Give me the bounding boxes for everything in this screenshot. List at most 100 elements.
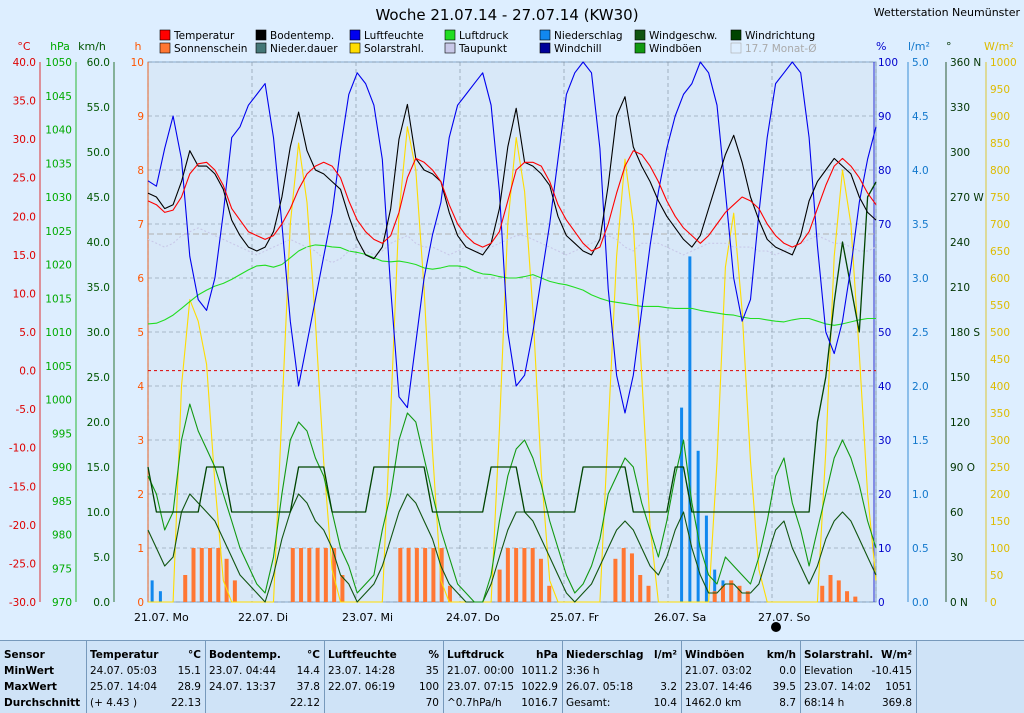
axis-tick-hpa: 1015 [45, 293, 72, 305]
axis-unit-wm2: W/m² [984, 40, 1014, 53]
stats-windboeen-min_v: 0.0 [779, 665, 796, 677]
axis-tick-kmh: 60.0 [87, 57, 110, 69]
axis-tick-deg: 210 [950, 282, 970, 294]
stats-luftdruck-min_v: 1011.2 [521, 665, 558, 677]
stats-bodentemp-unit: °C [307, 649, 320, 661]
legend-label-12: Windrichtung [745, 30, 815, 42]
bar-sonnenschein [216, 548, 221, 602]
series-line-windrichtung [147, 181, 877, 513]
bar-sonnenschein [538, 558, 543, 602]
axis-tick-deg: 60 [950, 507, 963, 519]
stats-solar-max_v: 1051 [885, 681, 912, 693]
stats-temperatur-max_t: 25.07. 14:04 [90, 681, 157, 693]
axis-tick-hpa: 990 [52, 462, 72, 474]
axis-tick-hpa: 1030 [45, 192, 72, 204]
axis-tick-kmh: 45.0 [87, 192, 110, 204]
axis-tick-celsius: 40.0 [13, 57, 36, 69]
series-line-solarstrahl [148, 126, 877, 603]
axis-tick-hpa: 995 [52, 428, 72, 440]
bar-sonnenschein [332, 548, 337, 602]
axis-tick-hpa: 1025 [45, 226, 72, 238]
stats-solar-min_t: Elevation [804, 665, 853, 677]
axis-tick-hpa: 1050 [45, 57, 72, 69]
bar-sonnenschein [514, 548, 519, 602]
bar-sonnenschein [191, 548, 196, 602]
axis-tick-kmh: 10.0 [87, 507, 110, 519]
bar-sonnenschein [729, 580, 734, 602]
axis-tick-hours: 10 [131, 57, 144, 69]
x-label: 21.07. Mo [134, 611, 189, 624]
axis-tick-wm2: 300 [990, 435, 1010, 447]
stats-bodentemp-avg_v: 22.12 [289, 697, 320, 709]
axis-tick-celsius: 30.0 [13, 134, 36, 146]
axis-tick-deg: 270 W [950, 192, 984, 204]
bar-niederschlag [696, 450, 700, 602]
stats-windboeen-avg_t: 1462.0 km [685, 697, 742, 709]
series-line-windben [147, 403, 877, 603]
axis-tick-mm: 5.0 [912, 57, 929, 69]
axis-tick-celsius: -30.0 [9, 597, 36, 609]
bar-sonnenschein [712, 591, 717, 602]
stats-temperatur-title: Temperatur [90, 649, 159, 661]
axis-tick-wm2: 900 [990, 111, 1010, 123]
legend-swatch-13 [730, 42, 742, 54]
axis-tick-kmh: 50.0 [87, 147, 110, 159]
bar-sonnenschein [497, 569, 502, 602]
legend-swatch-10 [634, 29, 646, 41]
axis-tick-wm2: 250 [990, 462, 1010, 474]
axis-tick-wm2: 700 [990, 219, 1010, 231]
axis-tick-percent: 0 [878, 597, 885, 609]
x-label: 25.07. Fr [550, 611, 599, 624]
axis-tick-hours: 8 [137, 165, 144, 177]
legend-label-1: Sonnenschein [174, 43, 247, 55]
bar-sonnenschein [323, 548, 328, 602]
axis-tick-wm2: 100 [990, 543, 1010, 555]
stats-luftfeuchte-min_t: 23.07. 14:28 [328, 665, 395, 677]
axis-tick-mm: 0.5 [912, 543, 929, 555]
axis-tick-mm: 3.5 [912, 219, 929, 231]
axis-tick-mm: 2.5 [912, 327, 929, 339]
x-label: 27.07. So [758, 611, 810, 624]
axis-tick-hpa: 1000 [45, 395, 72, 407]
bar-sonnenschein [720, 585, 725, 602]
legend-swatch-1 [159, 42, 171, 54]
axis-tick-hours: 7 [137, 219, 144, 231]
stats-solar-title: Solarstrahl. [804, 649, 874, 661]
axis-tick-mm: 1.0 [912, 489, 929, 501]
axis-tick-kmh: 40.0 [87, 237, 110, 249]
weather-chart: Woche 21.07.14 - 27.07.14 (KW30) Wetterst… [9, 6, 1020, 632]
stats-solar-min_v: -10.415 [871, 665, 912, 677]
series-line-temperatur [147, 150, 877, 252]
stats-niederschlag-title: Niederschlag [566, 649, 644, 661]
axis-tick-mm: 4.5 [912, 111, 929, 123]
axis-tick-mm: 4.0 [912, 165, 929, 177]
stats-col-windboeen: Windböen km/h 21.07. 03:02 0.0 23.07. 14:46 3… [681, 641, 801, 713]
stats-bodentemp-title: Bodentemp. [209, 649, 281, 661]
axis-tick-celsius: -15.0 [9, 481, 36, 493]
legend-label-2: Bodentemp. [270, 30, 334, 42]
axis-tick-wm2: 650 [990, 246, 1010, 258]
axis-tick-hours: 9 [137, 111, 144, 123]
axis-tick-kmh: 25.0 [87, 372, 110, 384]
axis-unit-celsius: °C [17, 40, 31, 53]
axis-tick-hours: 3 [137, 435, 144, 447]
legend-swatch-3 [255, 42, 267, 54]
axis-tick-wm2: 450 [990, 354, 1010, 366]
stats-luftdruck-unit: hPa [536, 649, 558, 661]
axis-tick-hours: 5 [137, 327, 144, 339]
bar-sonnenschein [646, 585, 651, 602]
axis-tick-wm2: 950 [990, 84, 1010, 96]
stats-niederschlag-max_v: 3.2 [660, 681, 677, 693]
axis-tick-hours: 0 [137, 597, 144, 609]
bar-sonnenschein [447, 585, 452, 602]
stats-col-temperatur: Temperatur °C 24.07. 05:03 15.1 25.07. 14:04… [86, 641, 206, 713]
legend-label-11: Windböen [649, 43, 702, 55]
stats-windboeen-unit: km/h [766, 649, 796, 661]
axis-tick-percent: 20 [878, 489, 891, 501]
bar-sonnenschein [307, 548, 312, 602]
stats-sensor-title: Sensor [4, 649, 45, 661]
bar-sonnenschein [183, 575, 188, 602]
axis-tick-mm: 1.5 [912, 435, 929, 447]
axis-tick-hpa: 980 [52, 530, 72, 542]
